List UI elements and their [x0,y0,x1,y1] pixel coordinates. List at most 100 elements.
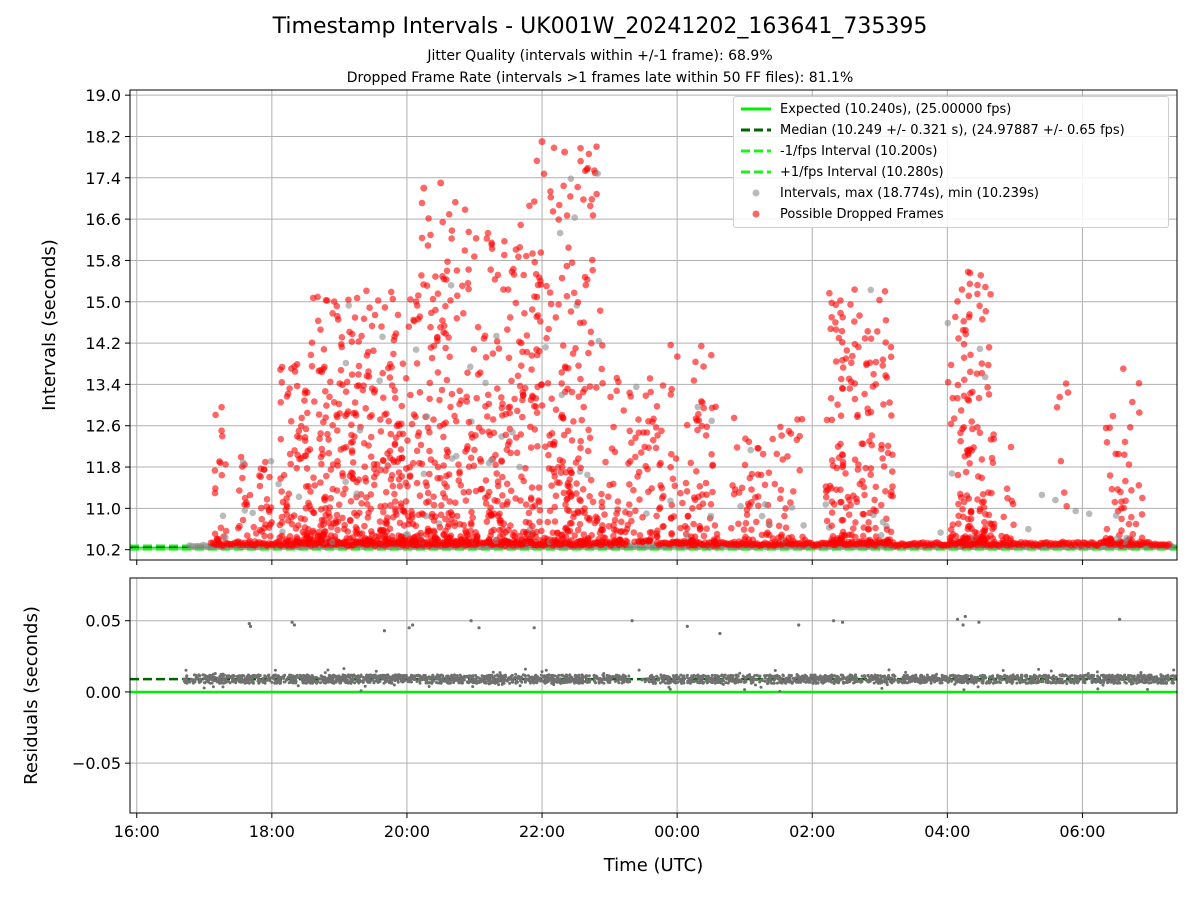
dropped-frame-point [351,433,358,440]
dropped-frame-point [277,475,284,482]
dropped-frame-point [838,385,846,392]
dropped-frame-point [674,353,681,360]
dropped-frame-point [982,308,990,315]
dropped-frame-point [394,311,402,319]
dropped-frame-point [564,495,571,502]
interval-point [342,359,350,367]
dropped-frame-point [959,506,966,513]
dropped-frame-point [658,427,665,435]
dropped-frame-point [589,498,597,506]
dropped-frame-point [485,428,493,436]
dropped-frame-point [610,480,617,488]
dropped-frame-point [482,354,490,361]
dropped-frame-point [363,500,371,508]
dropped-frame-point [1057,457,1065,465]
dropped-frame-point [700,532,708,540]
dropped-frame-point [886,399,893,406]
dropped-frame-point [237,453,245,461]
dropped-frame-point [593,384,600,391]
dropped-frame-point [517,431,525,438]
dropped-frame-point [348,449,356,456]
dropped-frame-point [468,508,475,516]
dropped-frame-point [781,512,788,520]
dropped-frame-point [562,533,570,541]
dropped-frame-point [702,479,710,487]
dropped-frame-point [859,510,867,518]
dropped-frame-point [417,536,425,543]
residual-point [290,680,294,684]
dropped-frame-point [1106,424,1113,432]
residual-point [221,685,225,689]
dropped-frame-point [400,507,408,515]
residual-point [208,673,212,677]
dropped-frame-point [388,533,396,540]
dropped-frame-point [683,488,691,495]
dropped-frame-point [775,534,782,541]
dropped-frame-point [390,350,397,358]
dropped-frame-point [517,221,524,229]
residual-point [359,689,363,693]
dropped-frame-point [673,538,681,545]
dropped-frame-point [870,370,877,378]
dropped-frame-point [970,444,977,451]
dropped-frame-point [396,482,404,490]
dropped-frame-point [479,428,486,435]
dropped-frame-point [506,314,514,321]
dropped-frame-point [580,531,588,538]
dropped-frame-point [552,538,559,545]
dropped-frame-point [957,407,965,414]
dropped-frame-point [285,517,292,524]
dropped-frame-point [579,538,586,545]
interval-point [737,502,744,510]
dropped-frame-point [1128,513,1135,521]
residual-point [396,678,400,682]
dropped-frame-point [979,316,986,323]
dropped-frame-point [1129,398,1136,406]
residual-point [1101,683,1105,687]
dropped-frame-point [667,341,674,349]
dropped-frame-point [463,398,471,405]
dropped-frame-point [963,492,971,499]
dropped-frame-point [447,515,455,523]
dropped-frame-point [317,537,325,545]
dropped-frame-point [843,347,851,354]
dropped-frame-point [867,471,874,479]
dropped-frame-point [980,528,988,536]
dropped-frame-point [428,354,436,362]
dropped-frame-point [333,302,341,310]
dropped-frame-point [954,298,961,305]
dropped-frame-point [351,314,359,321]
dropped-frame-point [989,459,997,467]
dropped-frame-point [218,471,226,479]
interval-point [879,518,887,526]
dropped-frame-point [884,442,892,450]
residual-point [972,677,976,680]
residuals-grid [130,578,1177,813]
dropped-frame-point [552,314,560,321]
residual-point [427,685,431,688]
residual-point [202,677,206,680]
dropped-frame-point [462,527,469,535]
dropped-frame-point [835,454,843,462]
dropped-frame-point [568,388,576,396]
dropped-frame-point [325,449,333,457]
dropped-frame-point [978,360,986,367]
dropped-frame-point [482,477,490,484]
dropped-frame-point [430,501,438,509]
dropped-frame-point [363,494,370,501]
residual-point [668,687,672,691]
dropped-frame-point [329,422,337,429]
dropped-frame-point [658,484,666,492]
interval-point [571,214,578,221]
dropped-frame-point [377,416,384,423]
dropped-frame-point [315,411,323,418]
interval-point [761,501,769,508]
dropped-frame-point [695,417,703,424]
dropped-frame-point [430,342,438,350]
dropped-frame-point [320,346,328,353]
interval-point [788,504,796,511]
residual-point [925,673,929,677]
dropped-frame-point [533,528,540,536]
dropped-frame-point [522,464,529,472]
dropped-frame-point [418,460,426,468]
